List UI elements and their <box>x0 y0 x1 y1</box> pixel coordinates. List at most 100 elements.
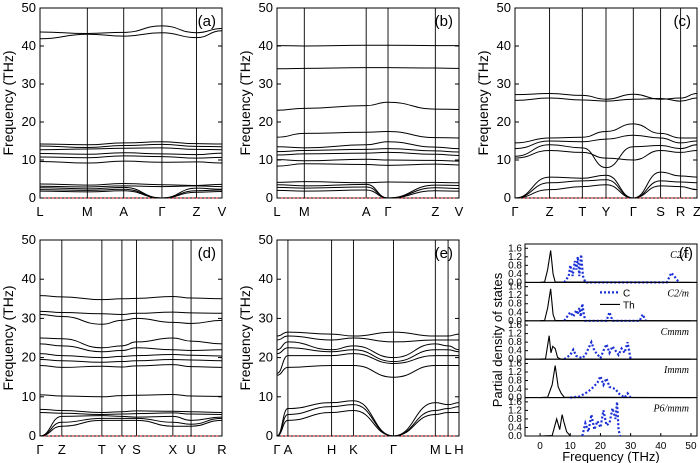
y-tick-label: 40 <box>259 38 273 53</box>
phonon-band <box>39 186 223 199</box>
panel-label: (c) <box>674 13 692 30</box>
kpoint-label: S <box>656 204 665 219</box>
phase-label: C2/m <box>667 288 689 299</box>
phonon-band <box>276 158 460 162</box>
kpoint-label: Y <box>602 204 611 219</box>
x-tick-label: 0 <box>537 441 543 452</box>
phonon-band <box>39 155 223 159</box>
kpoint-label: Γ <box>390 442 397 457</box>
phonon-band <box>514 144 698 169</box>
phonon-band <box>276 410 459 437</box>
phonon-band <box>276 335 459 343</box>
phonon-band <box>39 417 223 437</box>
kpoint-label: Γ <box>384 204 391 219</box>
phonon-band <box>276 181 460 184</box>
phonon-band <box>39 30 223 40</box>
y-tick-label: 50 <box>22 0 36 15</box>
kpoint-label: A <box>362 204 371 219</box>
y-tick-label: 1.2 <box>508 405 522 416</box>
phonon-band <box>276 331 460 337</box>
phonon-band <box>514 92 698 100</box>
y-tick-label: 10 <box>259 152 273 167</box>
y-tick-label: 20 <box>22 114 36 129</box>
y-axis-label: Frequency (THz) <box>0 285 16 390</box>
panel-label: (a) <box>198 13 216 30</box>
phonon-band <box>276 186 460 199</box>
legend-c-label: C <box>623 288 630 299</box>
kpoint-label: V <box>218 204 227 219</box>
kpoint-label: R <box>217 442 226 457</box>
x-axis-label: Frequency (THz) <box>562 449 660 463</box>
phonon-band <box>276 44 459 47</box>
pdos-th-curve <box>540 414 691 437</box>
pdos-c-curve <box>570 373 632 400</box>
y-tick-label: 0.8 <box>508 337 522 348</box>
pdos-c-curve <box>563 254 680 284</box>
phonon-band <box>276 347 460 363</box>
pdos-subplot: 0.00.40.81.21.6 Cmmm <box>508 320 698 365</box>
y-tick-label: 1.6 <box>508 282 522 293</box>
phonon-band <box>39 393 223 398</box>
phonon-band <box>276 130 460 139</box>
phonon-band <box>39 313 223 325</box>
y-tick-label: 20 <box>259 114 273 129</box>
y-tick-label: 0 <box>29 190 36 205</box>
y-tick-label: 0.4 <box>508 346 522 357</box>
phonon-band <box>276 364 459 378</box>
kpoint-label: Γ <box>511 204 518 219</box>
pdos-th-curve <box>540 335 691 360</box>
y-tick-label: 30 <box>22 76 36 91</box>
y-tick-label: 30 <box>259 76 273 91</box>
phonon-band <box>276 404 460 437</box>
plot-frame <box>39 7 223 199</box>
phonon-band <box>276 151 460 156</box>
y-tick-label: 10 <box>259 389 273 404</box>
y-tick-label: 40 <box>22 271 36 286</box>
phonon-band <box>39 183 223 186</box>
kpoint-label: M <box>299 204 310 219</box>
phonon-band <box>39 188 223 199</box>
phonon-band <box>39 337 223 349</box>
y-tick-label: 50 <box>259 232 273 247</box>
phonon-band <box>39 411 223 415</box>
phase-label: C2/c <box>670 250 689 261</box>
phonon-band <box>514 123 697 144</box>
y-axis-label: Frequency (THz) <box>237 285 253 390</box>
y-tick-label: 0.0 <box>508 393 522 404</box>
y-tick-label: 0 <box>504 190 511 205</box>
phonon-band <box>39 143 223 148</box>
y-tick-label: 0.8 <box>508 260 522 271</box>
y-tick-label: 1.6 <box>508 397 522 408</box>
phonon-band <box>39 310 223 315</box>
kpoint-label: L <box>444 442 451 457</box>
kpoint-label: R <box>676 204 685 219</box>
phonon-band <box>39 152 223 156</box>
y-tick-label: 0.8 <box>508 299 522 310</box>
phase-label: Cmmm <box>661 327 689 338</box>
kpoint-label: M <box>430 442 441 457</box>
y-tick-label: 20 <box>22 350 36 365</box>
phonon-band <box>514 184 698 199</box>
kpoint-label: S <box>132 442 141 457</box>
y-tick-label: 0 <box>266 428 273 443</box>
legend-th-label: Th <box>623 300 635 311</box>
y-tick-label: 0.4 <box>508 269 522 280</box>
band-panel-a: 0 10 20 30 40 50 Frequency (THz) L M A Γ Z V (a) <box>0 0 227 219</box>
phonon-band <box>276 101 460 111</box>
phonon-band <box>39 419 223 437</box>
x-tick-label: 20 <box>595 441 607 452</box>
pdos-subplot: 0.00.40.81.21.6 C2/c <box>508 243 698 288</box>
plot-frame <box>276 239 460 437</box>
phonon-band <box>39 160 223 164</box>
y-tick-label: 40 <box>259 271 273 286</box>
kpoint-label: Γ <box>158 204 165 219</box>
phonon-band <box>276 141 460 150</box>
plot-frame <box>276 7 460 199</box>
kpoint-label: Γ <box>36 442 43 457</box>
x-tick-label: 40 <box>655 441 667 452</box>
phonon-band <box>39 364 223 368</box>
kpoint-label: Z <box>546 204 554 219</box>
